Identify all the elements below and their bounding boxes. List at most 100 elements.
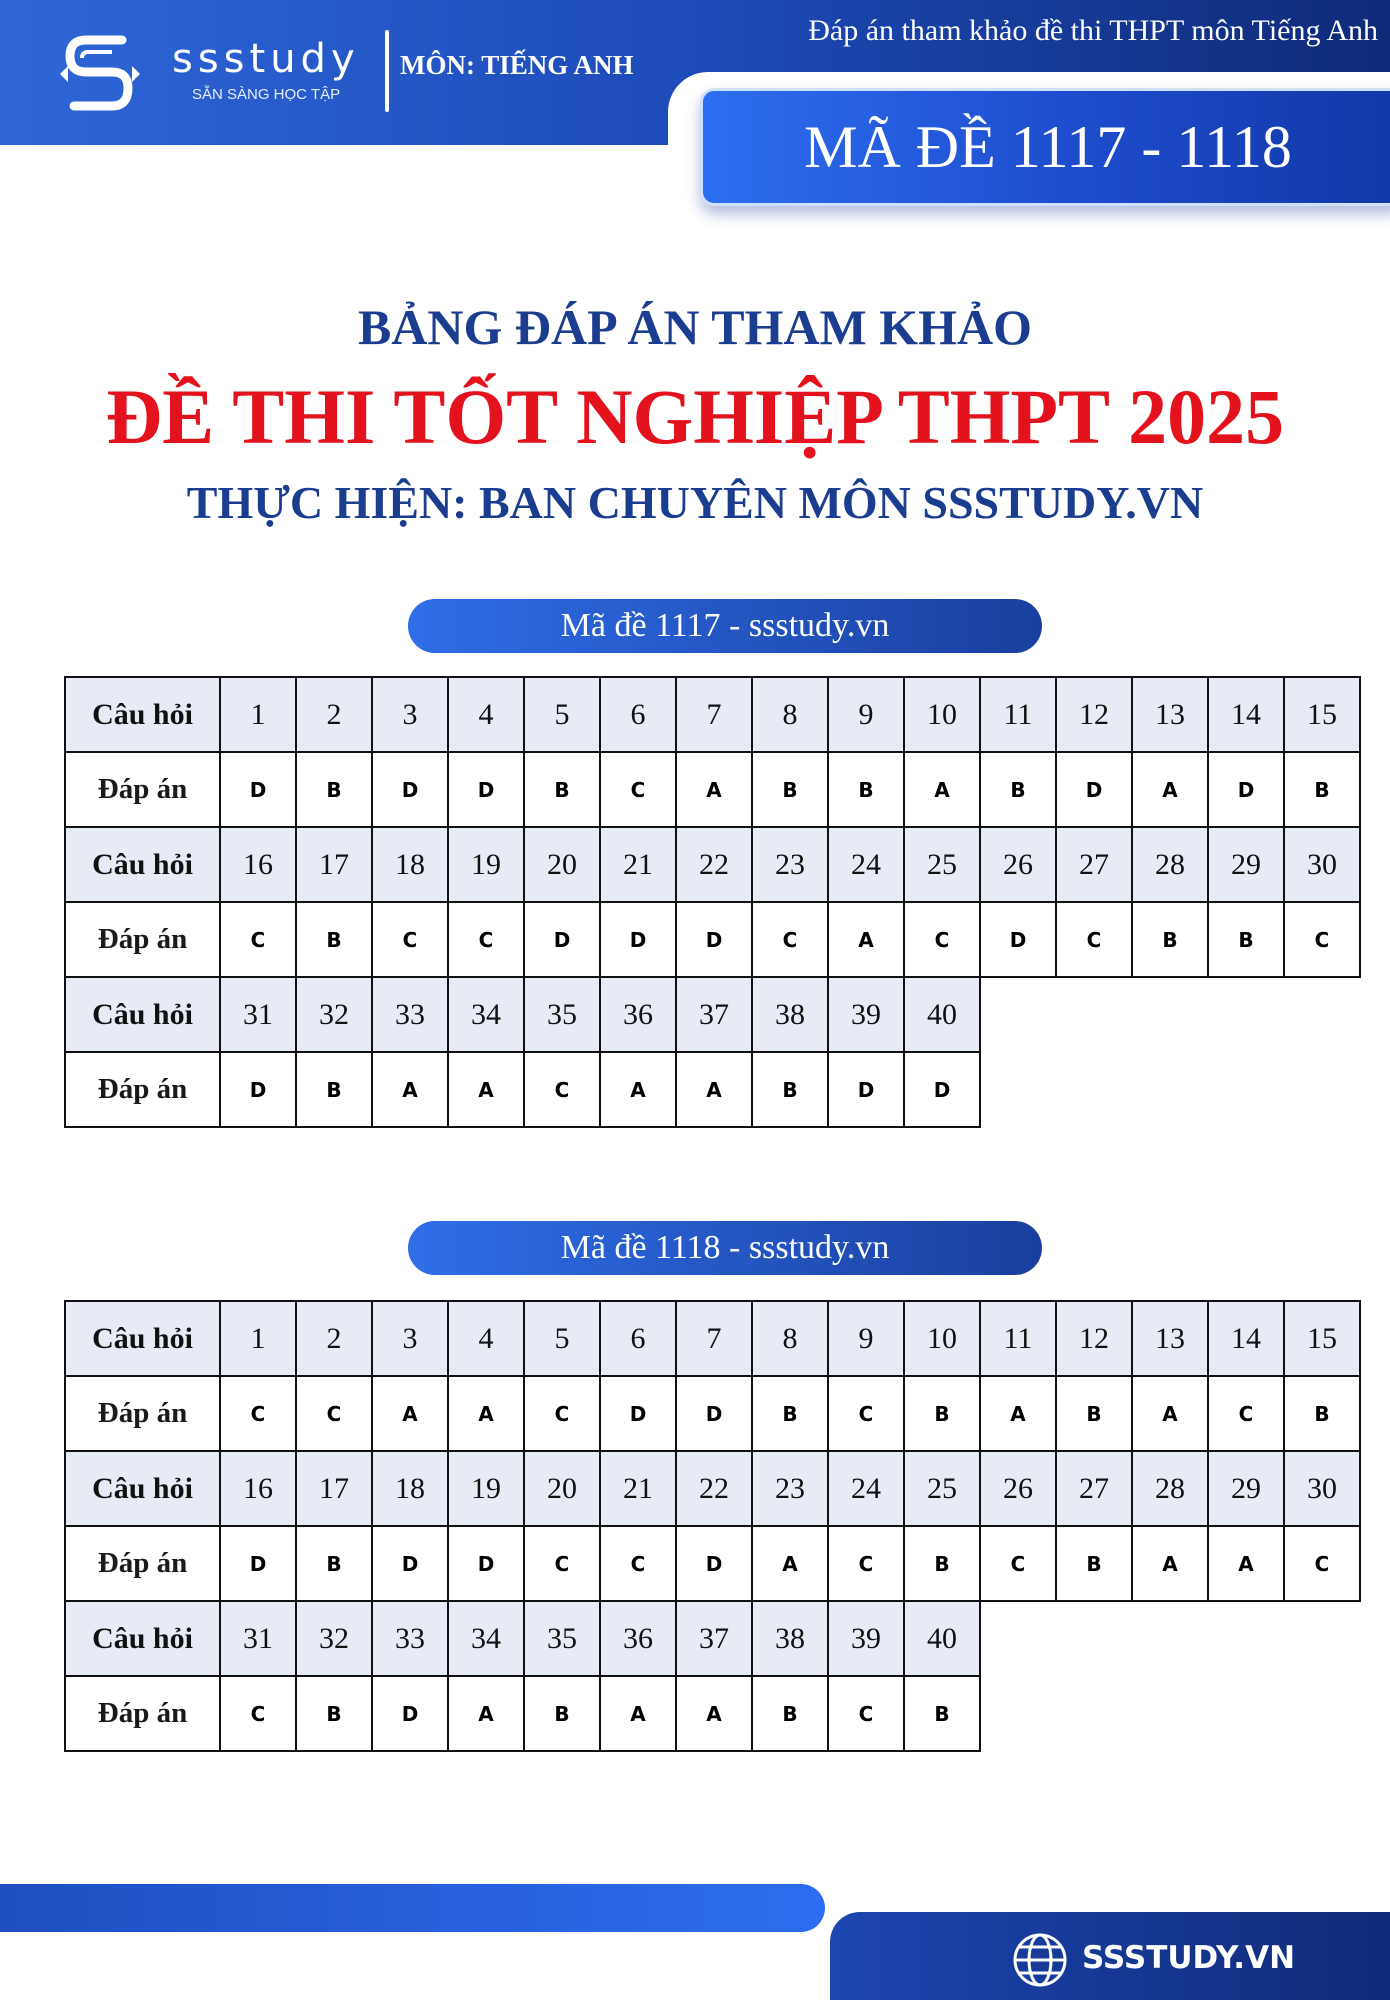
- empty-cell: [1284, 1601, 1360, 1676]
- answer-cell: B: [1283, 751, 1361, 828]
- question-number-cell: 26: [979, 1450, 1057, 1527]
- question-number-cell: 38: [751, 1600, 829, 1677]
- empty-cell: [1056, 977, 1132, 1052]
- question-number-cell: 30: [1283, 826, 1361, 903]
- empty-cell: [980, 977, 1056, 1052]
- question-number-cell: 16: [219, 826, 297, 903]
- question-number-cell: 26: [979, 826, 1057, 903]
- question-number-cell: 37: [675, 1600, 753, 1677]
- exam-code-text: MÃ ĐỀ 1117 - 1118: [804, 114, 1292, 180]
- question-number-cell: 40: [903, 976, 981, 1053]
- exam-code-box: MÃ ĐỀ 1117 - 1118: [700, 88, 1390, 206]
- answer-cell: D: [675, 901, 753, 978]
- question-number-cell: 33: [371, 976, 449, 1053]
- question-number-cell: 14: [1207, 676, 1285, 753]
- answer-cell: D: [599, 1375, 677, 1452]
- question-number-cell: 31: [219, 1600, 297, 1677]
- empty-cell: [1208, 1601, 1284, 1676]
- question-number-cell: 39: [827, 976, 905, 1053]
- question-row: Câu hỏi 31 32 33 34 35 36 37 38 39 40: [64, 1600, 1360, 1677]
- answer-cell: A: [675, 751, 753, 828]
- question-number-cell: 33: [371, 1600, 449, 1677]
- question-number-cell: 18: [371, 1450, 449, 1527]
- question-number-cell: 30: [1283, 1450, 1361, 1527]
- answer-cell: B: [827, 751, 905, 828]
- answer-cell: D: [219, 751, 297, 828]
- question-number-cell: 19: [447, 826, 525, 903]
- heading-author: THỰC HIỆN: BAN CHUYÊN MÔN SSSTUDY.VN: [186, 477, 1204, 528]
- question-number-cell: 22: [675, 1450, 753, 1527]
- header-title: Đáp án tham khảo đề thi THPT môn Tiếng A…: [808, 14, 1378, 47]
- answer-cell: D: [371, 1525, 449, 1602]
- question-number-cell: 27: [1055, 826, 1133, 903]
- question-number-cell: 37: [675, 976, 753, 1053]
- answer-cell: A: [371, 1051, 449, 1128]
- question-number-cell: 34: [447, 976, 525, 1053]
- footer-website[interactable]: SSSTUDY.VN: [1082, 1940, 1296, 1976]
- question-number-cell: 18: [371, 826, 449, 903]
- answer-cell: C: [1283, 1525, 1361, 1602]
- answer-cell: C: [219, 1675, 297, 1752]
- answer-cell: D: [447, 1525, 525, 1602]
- question-number-cell: 31: [219, 976, 297, 1053]
- question-number-cell: 23: [751, 1450, 829, 1527]
- question-number-cell: 22: [675, 826, 753, 903]
- question-number-cell: 32: [295, 976, 373, 1053]
- answer-cell: C: [1283, 901, 1361, 978]
- answer-cell: B: [295, 901, 373, 978]
- empty-cell: [1208, 1676, 1284, 1751]
- answer-label: Đáp án: [64, 901, 221, 978]
- question-number-cell: 17: [295, 826, 373, 903]
- globe-icon: [1013, 1933, 1067, 1987]
- question-number-cell: 4: [447, 676, 525, 753]
- question-number-cell: 27: [1055, 1450, 1133, 1527]
- question-number-cell: 10: [903, 1300, 981, 1377]
- empty-cell: [1208, 1052, 1284, 1127]
- empty-cell: [980, 1676, 1056, 1751]
- answer-cell: D: [219, 1525, 297, 1602]
- answer-cell: B: [903, 1675, 981, 1752]
- answer-cell: C: [295, 1375, 373, 1452]
- question-number-cell: 24: [827, 826, 905, 903]
- question-number-cell: 17: [295, 1450, 373, 1527]
- answer-cell: D: [979, 901, 1057, 978]
- question-number-cell: 20: [523, 1450, 601, 1527]
- answer-cell: A: [1207, 1525, 1285, 1602]
- answer-cell: D: [1207, 751, 1285, 828]
- question-label: Câu hỏi: [64, 1300, 221, 1377]
- answer-row: Đáp án C C A A C D D B C B A B A C B: [64, 1375, 1361, 1452]
- answer-cell: A: [447, 1375, 525, 1452]
- answer-cell: B: [903, 1375, 981, 1452]
- question-number-cell: 2: [295, 676, 373, 753]
- question-number-cell: 29: [1207, 1450, 1285, 1527]
- question-label: Câu hỏi: [64, 676, 221, 753]
- question-number-cell: 12: [1055, 1300, 1133, 1377]
- answer-cell: C: [903, 901, 981, 978]
- answer-cell: A: [447, 1051, 525, 1128]
- empty-cell: [1132, 1052, 1208, 1127]
- question-number-cell: 7: [675, 676, 753, 753]
- answer-cell: A: [599, 1675, 677, 1752]
- answer-cell: B: [903, 1525, 981, 1602]
- answer-label: Đáp án: [64, 1675, 221, 1752]
- question-label: Câu hỏi: [64, 1600, 221, 1677]
- answer-row: Đáp án D B D D C C D A C B C B A A C: [64, 1525, 1361, 1602]
- question-label: Câu hỏi: [64, 826, 221, 903]
- exam-1118-title: Mã đề 1118 - ssstudy.vn: [408, 1221, 1042, 1275]
- answer-cell: C: [523, 1051, 601, 1128]
- question-number-cell: 21: [599, 826, 677, 903]
- answer-cell: D: [371, 751, 449, 828]
- question-number-cell: 3: [371, 1300, 449, 1377]
- answer-cell: D: [675, 1375, 753, 1452]
- heading-reference-answers: BẢNG ĐÁP ÁN THAM KHẢO: [357, 299, 1033, 355]
- answer-cell: C: [979, 1525, 1057, 1602]
- answer-table-1117: Câu hỏi 1 2 3 4 5 6 7 8 9 10 11 12 13 14 15 Đáp án D B D D B C…: [64, 676, 1361, 1128]
- answer-cell: C: [599, 1525, 677, 1602]
- answer-row: Đáp án D B A A C A A B D D: [64, 1051, 1360, 1128]
- answer-cell: C: [447, 901, 525, 978]
- answer-cell: A: [675, 1051, 753, 1128]
- question-number-cell: 39: [827, 1600, 905, 1677]
- question-number-cell: 40: [903, 1600, 981, 1677]
- answer-row: Đáp án C B D A B A A B C B: [64, 1675, 1360, 1752]
- answer-cell: D: [523, 901, 601, 978]
